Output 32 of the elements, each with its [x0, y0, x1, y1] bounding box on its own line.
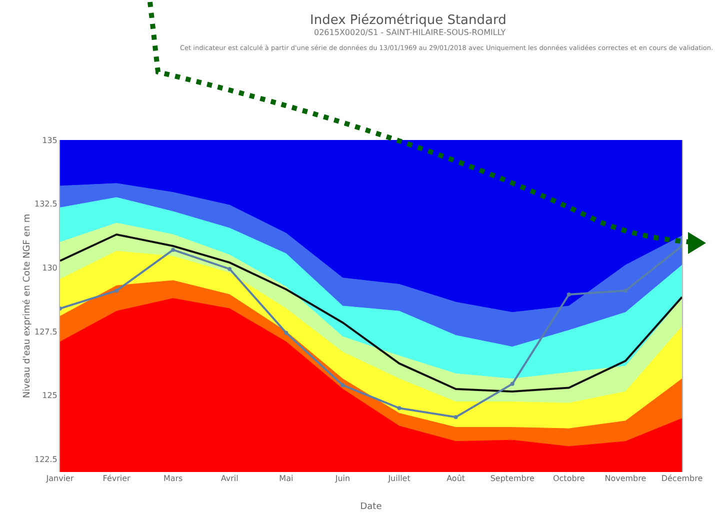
x-tick-label: Janvier [45, 474, 74, 483]
x-tick-label: Mai [279, 474, 294, 483]
point [340, 383, 345, 388]
chart-subtitle: 02615X0020/S1 - SAINT-HILAIRE-SOUS-ROMILLY [314, 28, 506, 37]
x-tick-label: Mars [163, 474, 183, 483]
y-tick-label: 130 [42, 263, 58, 272]
point [228, 266, 232, 271]
y-tick-label: 127.5 [34, 327, 58, 336]
point [284, 330, 288, 335]
x-tick-label: Octobre [552, 474, 585, 483]
x-tick-label: Novembre [604, 474, 646, 483]
x-axis-title: Date [360, 502, 382, 512]
chart-title: Index Piézométrique Standard [310, 13, 506, 28]
point [454, 415, 458, 420]
x-tick-label: Septembre [490, 474, 534, 483]
y-tick-label: 125 [42, 391, 58, 400]
x-tick-label: Décembre [661, 474, 703, 483]
point [397, 406, 402, 410]
x-tick-label: Février [102, 474, 132, 483]
y-axis-title: Niveau d'eau exprimé en Cote NGF en m [21, 214, 32, 398]
x-tick-label: Avril [220, 474, 238, 483]
x-tick-label: Août [446, 474, 466, 483]
y-tick-label: 135 [42, 136, 58, 145]
point [510, 382, 514, 386]
point [114, 288, 119, 293]
point [171, 248, 176, 252]
x-tick-label: Juin [334, 474, 350, 483]
y-tick-label: 132.5 [34, 200, 58, 209]
y-tick-label: 122.5 [34, 455, 58, 464]
point [623, 288, 628, 293]
point [566, 292, 571, 297]
x-tick-label: Juillet [387, 474, 410, 483]
